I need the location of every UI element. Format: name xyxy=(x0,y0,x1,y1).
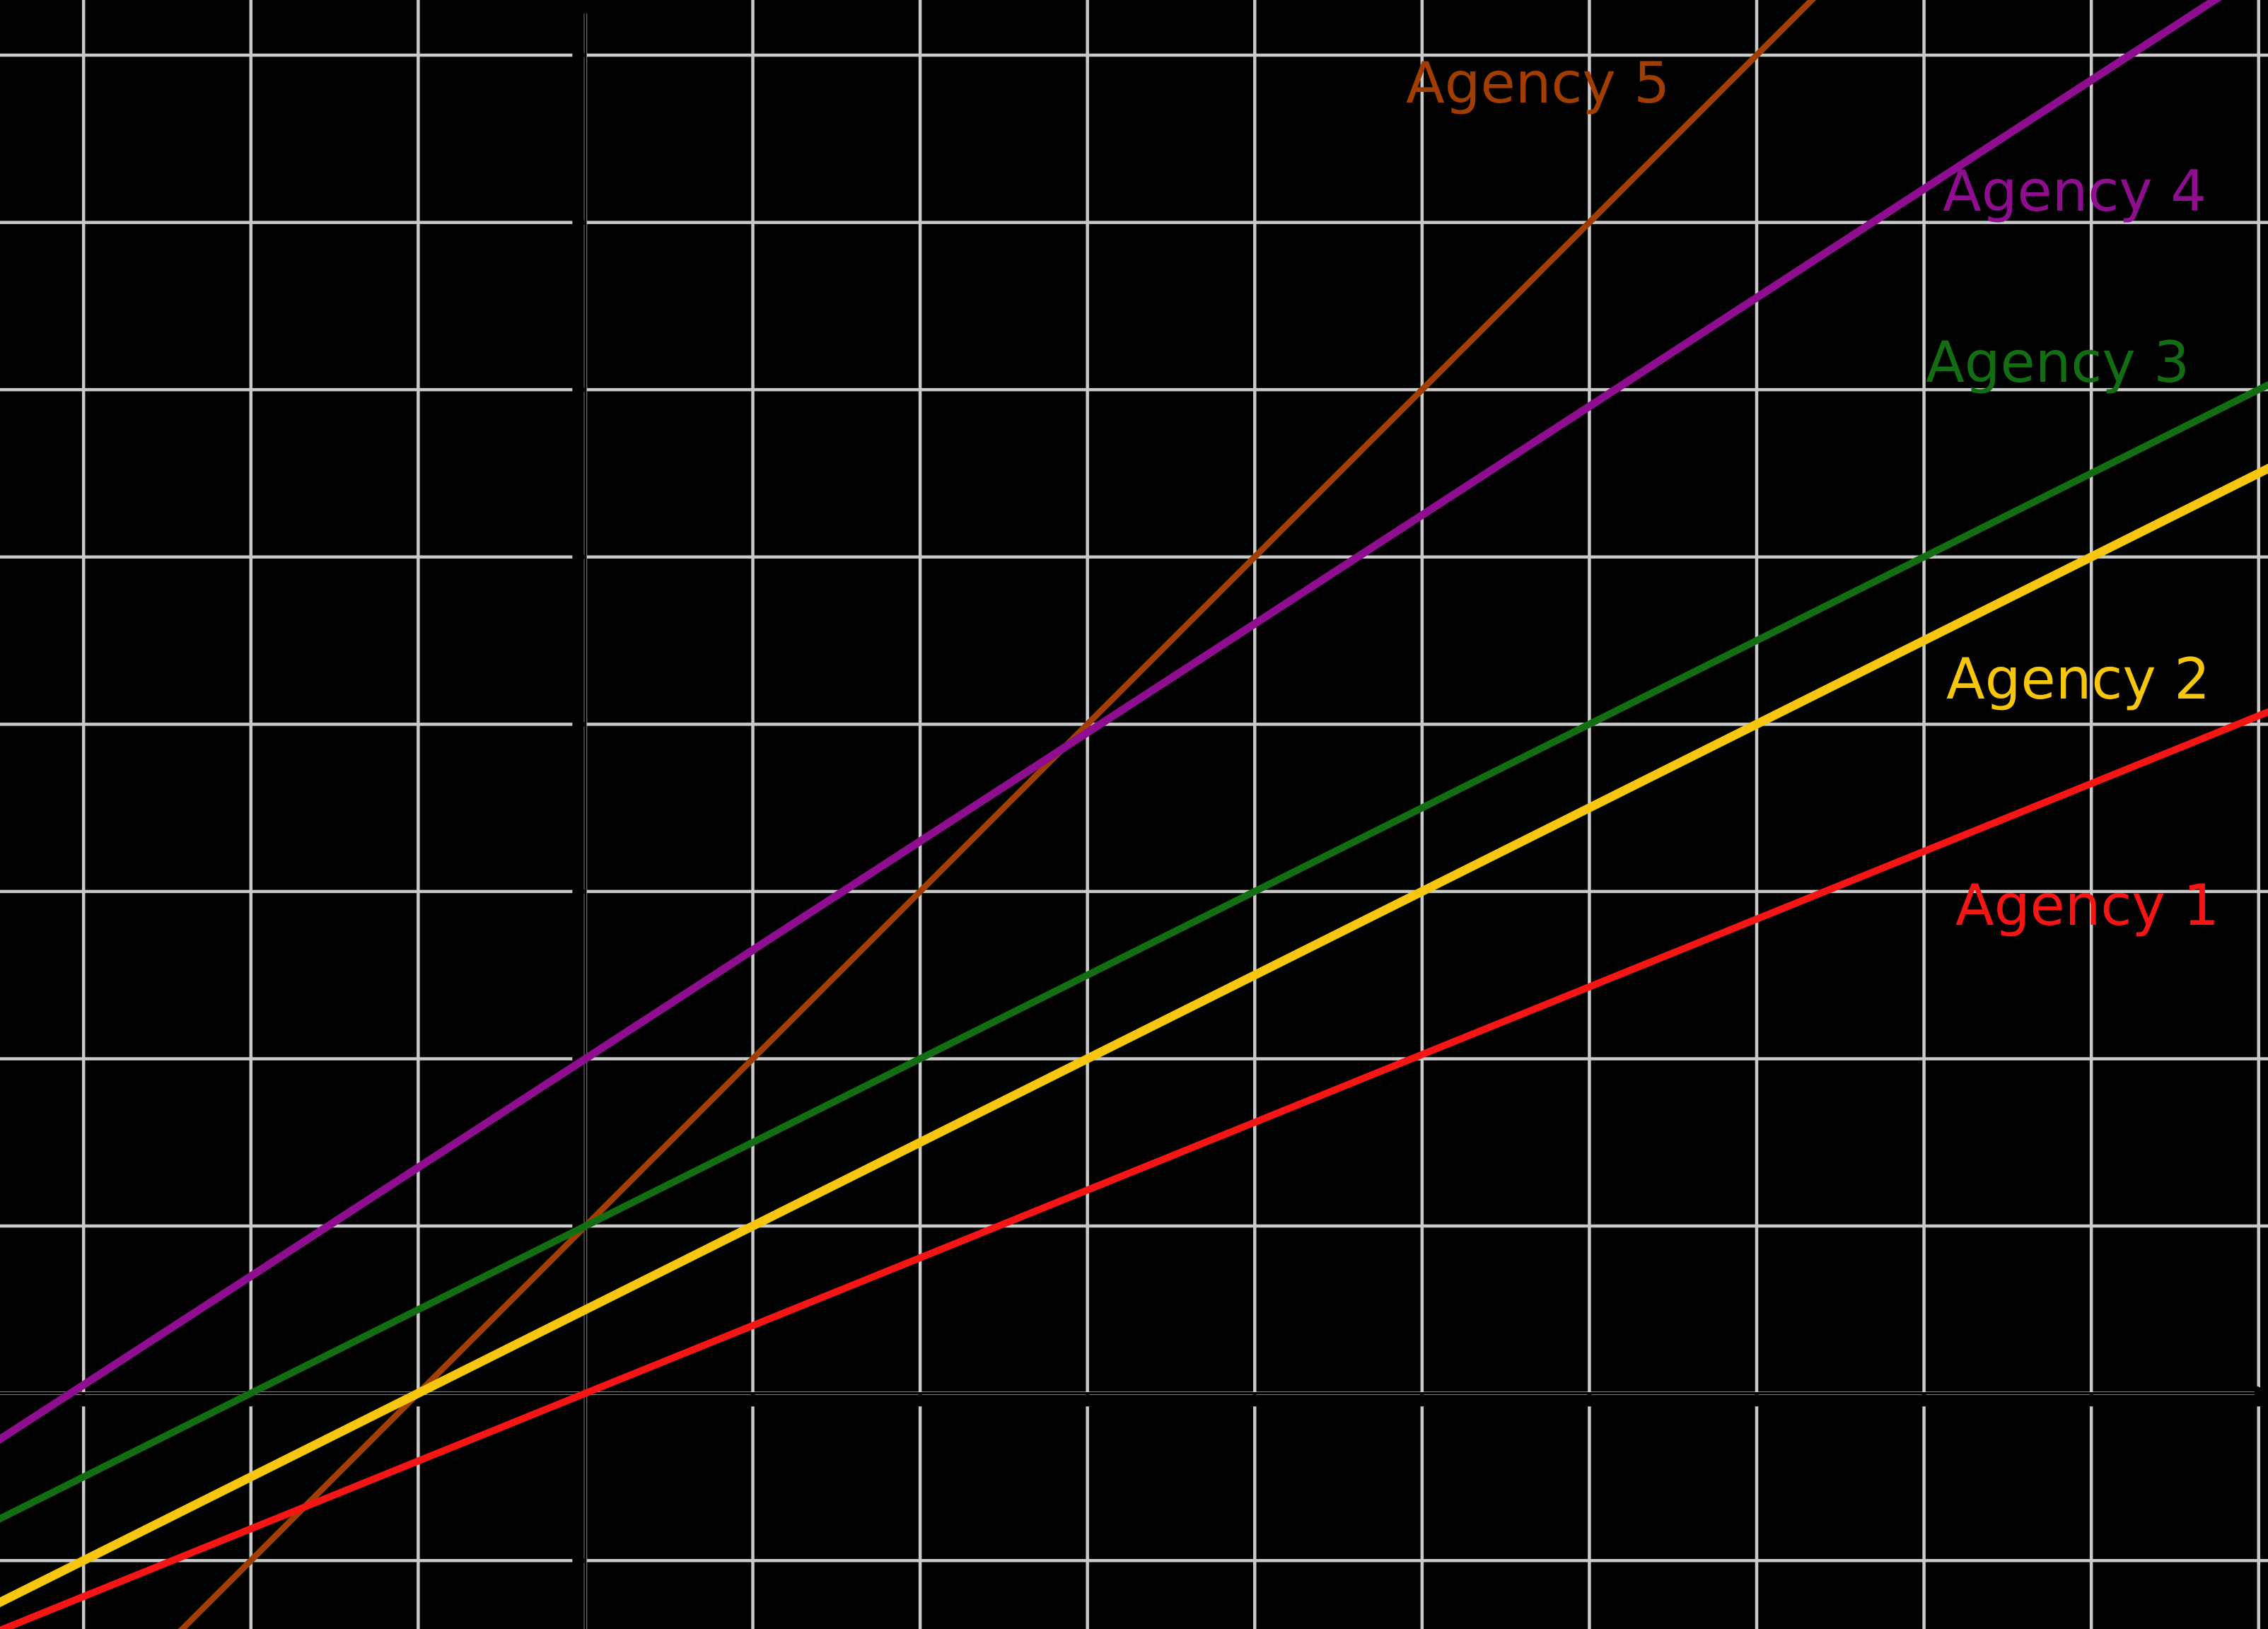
series-label-agency-2: Agency 2 xyxy=(1946,646,2210,712)
series-labels: Agency 5 Agency 4 Agency 3 Agency 2 Agen… xyxy=(1406,50,2219,938)
series-label-agency-5: Agency 5 xyxy=(1406,50,1670,116)
series-label-agency-4: Agency 4 xyxy=(1943,158,2206,224)
series-label-agency-1: Agency 1 xyxy=(1955,872,2219,938)
series-label-agency-3: Agency 3 xyxy=(1926,329,2190,395)
